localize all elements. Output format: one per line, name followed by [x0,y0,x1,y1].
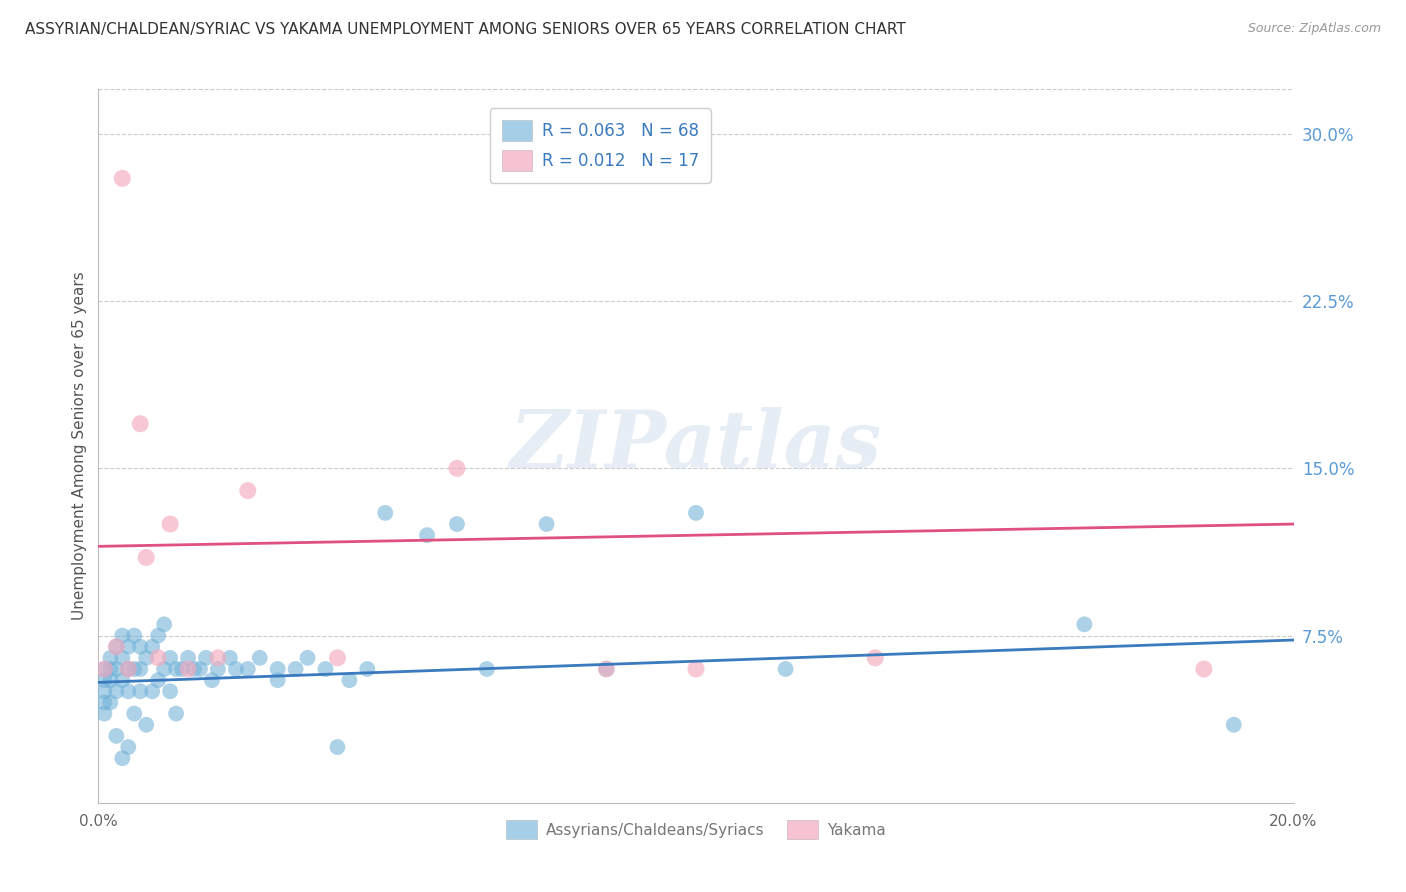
Point [775,662,797,676]
Point [93,662,115,676]
Point [195,651,218,665]
Point [148,651,170,665]
Point [1192,662,1215,676]
Point [117,684,139,698]
Text: Source: ZipAtlas.com: Source: ZipAtlas.com [1247,22,1381,36]
Point [117,662,139,676]
Point [236,662,259,676]
Point [267,673,290,687]
Point [135,550,157,565]
Point [153,617,176,632]
Point [98,673,122,687]
Point [141,640,163,654]
Point [159,516,181,531]
Text: ZIPatlas: ZIPatlas [510,408,882,484]
Point [595,662,617,676]
Point [148,673,170,687]
Point [1073,617,1095,632]
Point [475,662,498,676]
Point [201,673,224,687]
Legend: Assyrians/Chaldeans/Syriacs, Yakama: Assyrians/Chaldeans/Syriacs, Yakama [501,814,891,845]
Point [93,684,115,698]
Point [98,696,122,710]
Point [111,673,134,687]
Point [219,651,242,665]
Point [446,516,468,531]
Point [326,651,349,665]
Point [297,651,319,665]
Point [339,673,361,687]
Text: ASSYRIAN/CHALDEAN/SYRIAC VS YAKAMA UNEMPLOYMENT AMONG SENIORS OVER 65 YEARS CORR: ASSYRIAN/CHALDEAN/SYRIAC VS YAKAMA UNEMP… [25,22,905,37]
Point [177,662,200,676]
Point [117,640,139,654]
Point [315,662,337,676]
Y-axis label: Unemployment Among Seniors over 65 years: Unemployment Among Seniors over 65 years [72,272,87,620]
Point [207,662,229,676]
Point [111,751,134,765]
Point [129,684,152,698]
Point [326,740,349,755]
Point [284,662,307,676]
Point [105,729,128,743]
Point [105,662,128,676]
Point [1223,717,1246,731]
Point [249,651,271,665]
Point [183,662,205,676]
Point [188,662,211,676]
Point [865,651,887,665]
Point [207,651,229,665]
Point [93,696,115,710]
Point [117,740,139,755]
Point [98,651,122,665]
Point [172,662,194,676]
Point [177,651,200,665]
Point [236,483,259,498]
Point [148,628,170,642]
Point [105,640,128,654]
Point [98,662,122,676]
Point [416,528,439,542]
Point [141,684,163,698]
Point [111,171,134,186]
Point [159,684,181,698]
Point [135,717,157,731]
Point [129,640,152,654]
Point [356,662,378,676]
Point [446,461,468,475]
Point [685,662,707,676]
Point [165,706,187,721]
Point [225,662,247,676]
Point [93,662,115,676]
Point [159,651,181,665]
Point [105,640,128,654]
Point [685,506,707,520]
Point [93,673,115,687]
Point [595,662,617,676]
Point [129,417,152,431]
Point [111,651,134,665]
Point [153,662,176,676]
Point [124,706,146,721]
Point [267,662,290,676]
Point [105,684,128,698]
Point [165,662,187,676]
Point [129,662,152,676]
Point [111,628,134,642]
Point [117,662,139,676]
Point [124,662,146,676]
Point [374,506,396,520]
Point [93,706,115,721]
Point [124,628,146,642]
Point [536,516,558,531]
Point [135,651,157,665]
